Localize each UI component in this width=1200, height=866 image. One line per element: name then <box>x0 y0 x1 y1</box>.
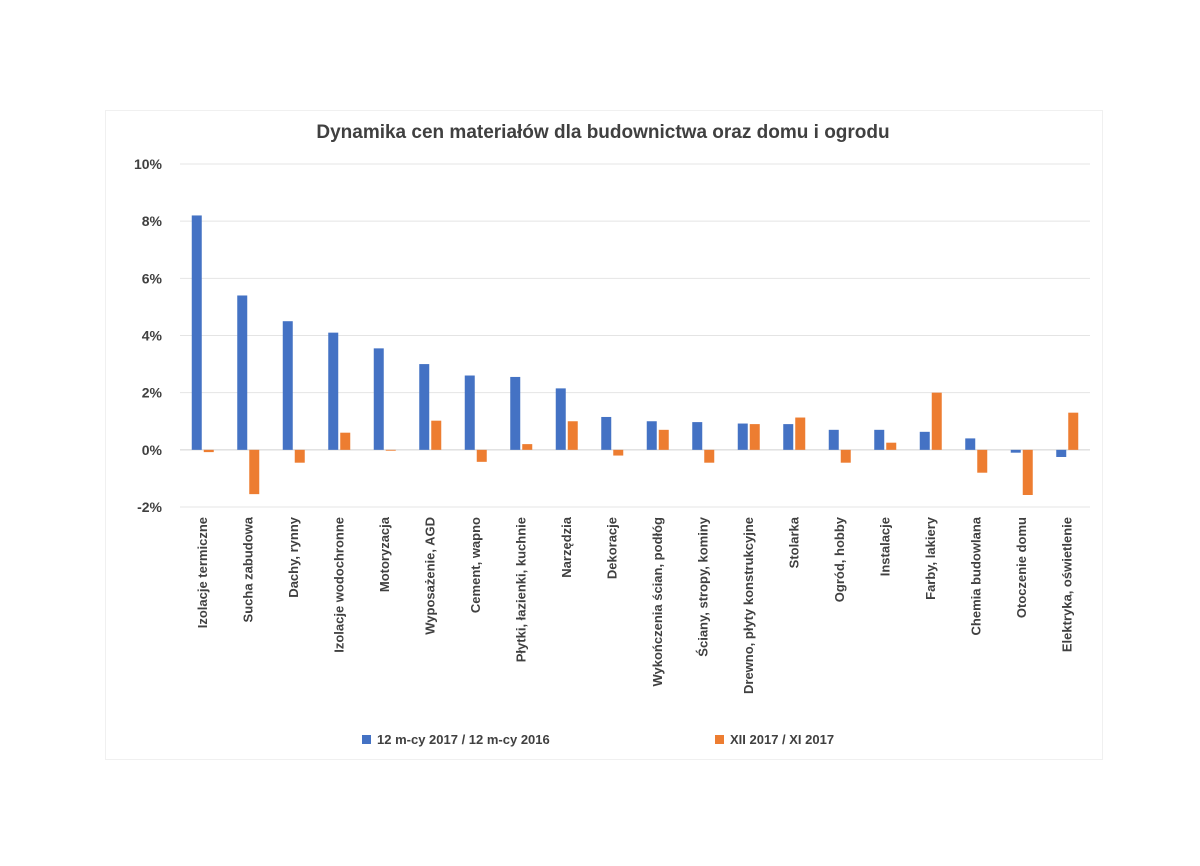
bar-series-2 <box>749 424 760 450</box>
bar-series-2 <box>886 442 897 450</box>
x-category-label: Płytki, łazienki, kuchnie <box>513 517 528 662</box>
y-tick-label: 8% <box>142 213 163 229</box>
bar-series-2 <box>522 444 533 450</box>
bar-series-2 <box>840 449 851 463</box>
x-category-label: Dachy, rynny <box>286 516 301 597</box>
bars <box>191 215 1079 495</box>
legend-label-series-2: XII 2017 / XI 2017 <box>730 732 835 747</box>
y-tick-label: 6% <box>142 270 163 286</box>
bar-series-2 <box>249 449 260 495</box>
bar-series-2 <box>340 432 351 450</box>
bar-series-1 <box>191 215 202 450</box>
bar-series-2 <box>795 417 806 450</box>
x-category-label: Elektryka, oświetlenie <box>1059 517 1074 652</box>
legend-swatch-series-1 <box>362 735 371 744</box>
bar-series-1 <box>874 429 885 450</box>
bar-series-1 <box>464 375 475 450</box>
bar-series-1 <box>237 295 248 450</box>
bar-series-2 <box>1022 449 1033 495</box>
legend-item-series-2: XII 2017 / XI 2017 <box>715 732 834 747</box>
x-category-label: Narzędzia <box>559 516 574 577</box>
y-tick-label: 4% <box>142 328 163 344</box>
bar-series-2 <box>658 429 669 450</box>
x-category-label: Stolarka <box>786 516 801 568</box>
x-category-label: Sucha zabudowa <box>240 516 255 622</box>
bar-series-2 <box>1068 412 1079 450</box>
x-category-label: Wykończenia ścian, podłóg <box>650 517 665 687</box>
bar-series-2 <box>476 449 487 462</box>
bar-series-1 <box>692 422 703 450</box>
bar-series-2 <box>431 420 442 450</box>
y-tick-label: 2% <box>142 385 163 401</box>
bar-series-2 <box>294 449 305 463</box>
bar-series-2 <box>931 392 942 450</box>
bar-series-1 <box>419 364 430 450</box>
x-category-label: Ściany, stropy, kominy <box>695 516 710 656</box>
bar-series-1 <box>601 416 612 450</box>
x-category-label: Instalacje <box>877 517 892 576</box>
legend-label-series-1: 12 m-cy 2017 / 12 m-cy 2016 <box>377 732 550 747</box>
legend-swatch-series-2 <box>715 735 724 744</box>
bar-series-1 <box>282 321 293 450</box>
y-axis-ticks: -2% 0% 2% 4% 6% 8% 10% <box>134 156 163 515</box>
bar-series-1 <box>828 429 839 450</box>
x-category-label: Drewno, płyty konstrukcyjne <box>741 517 756 694</box>
bar-series-1 <box>919 431 930 450</box>
gridlines <box>180 163 1090 508</box>
legend-item-series-1: 12 m-cy 2017 / 12 m-cy 2016 <box>362 732 550 747</box>
bar-series-2 <box>704 449 715 463</box>
bar-series-1 <box>1010 449 1021 453</box>
bar-series-2 <box>203 449 214 453</box>
y-tick-label: -2% <box>137 499 162 515</box>
bar-series-2 <box>385 449 396 451</box>
bar-series-1 <box>555 388 566 450</box>
bar-series-1 <box>328 332 339 450</box>
bar-series-1 <box>783 424 794 450</box>
y-tick-label: 10% <box>134 156 163 172</box>
bar-series-1 <box>646 421 657 450</box>
x-category-label: Dekoracje <box>604 517 619 579</box>
bar-series-1 <box>373 348 384 450</box>
x-category-label: Ogród, hobby <box>832 516 847 602</box>
bar-series-1 <box>1056 449 1067 457</box>
bar-series-2 <box>567 421 578 450</box>
x-category-label: Cement, wapno <box>468 517 483 613</box>
x-category-label: Farby, lakiery <box>923 516 938 600</box>
x-category-label: Otoczenie domu <box>1014 517 1029 618</box>
bar-series-2 <box>977 449 988 473</box>
x-axis-categories: Izolacje termiczne Sucha zabudowa Dachy, r… <box>195 516 1075 694</box>
x-category-label: Izolacje termiczne <box>195 517 210 628</box>
bar-series-1 <box>510 376 521 450</box>
bar-series-2 <box>613 449 624 456</box>
x-category-label: Izolacje wodochronne <box>331 517 346 653</box>
x-category-label: Wyposażenie, AGD <box>422 517 437 635</box>
x-category-label: Chemia budowlana <box>968 516 983 635</box>
bar-series-1 <box>737 423 748 450</box>
y-tick-label: 0% <box>142 442 163 458</box>
chart-title: Dynamika cen materiałów dla budownictwa … <box>316 122 890 143</box>
x-category-label: Motoryzacja <box>377 516 392 592</box>
bar-series-1 <box>965 438 976 450</box>
